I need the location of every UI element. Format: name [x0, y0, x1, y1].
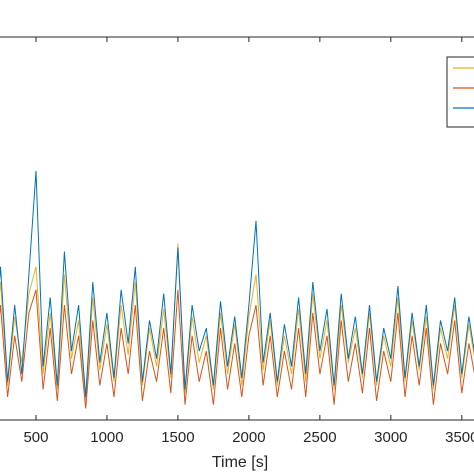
x-tick-label: 3500 [445, 429, 474, 446]
x-tick-label: 2500 [303, 429, 336, 446]
x-tick-label: 2000 [232, 429, 265, 446]
legend-box [446, 56, 474, 128]
x-tick-label: 1000 [90, 429, 123, 446]
legend [446, 56, 474, 128]
series-line [0, 170, 474, 398]
series-line [0, 289, 474, 409]
x-tick-label: 3000 [374, 429, 407, 446]
series-line [0, 243, 474, 401]
plot-frame [0, 36, 474, 421]
x-tick-label: 500 [23, 429, 48, 446]
x-axis-label: Time [s] [212, 454, 268, 471]
x-tick-label: 1500 [161, 429, 194, 446]
